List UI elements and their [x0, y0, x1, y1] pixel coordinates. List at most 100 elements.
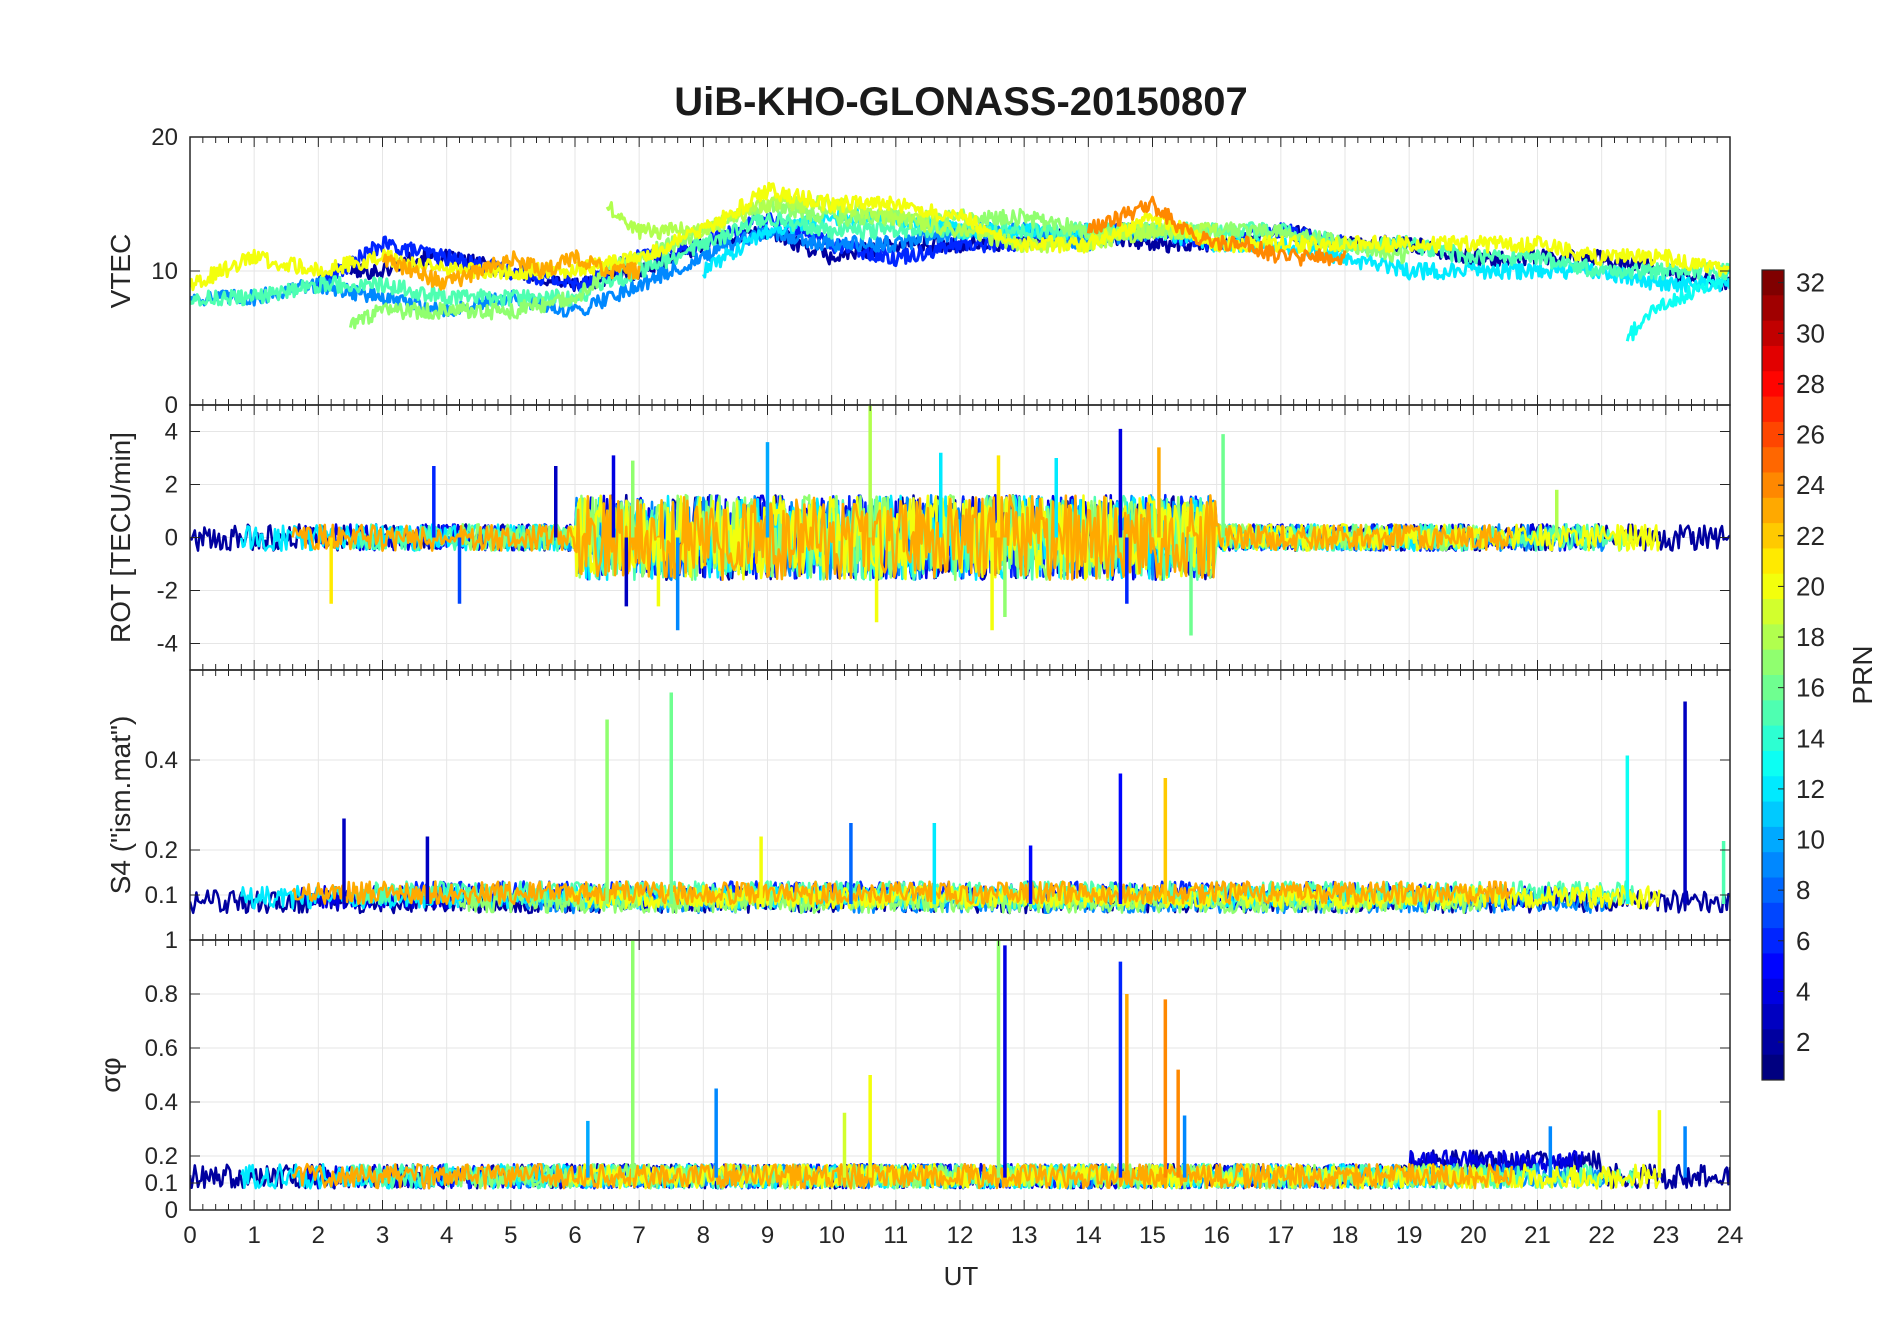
y-axis-label-s4: S4 ("ism.mat")	[105, 716, 136, 895]
x-tick-label: 4	[440, 1222, 453, 1249]
x-ticks-s4	[189, 670, 1731, 940]
colorbar-cell	[1762, 270, 1784, 296]
colorbar-tick-label: 20	[1796, 571, 1825, 601]
x-tick-label: 14	[1075, 1222, 1102, 1249]
colorbar-cell	[1762, 447, 1784, 473]
colorbar-cell	[1762, 497, 1784, 524]
colorbar-cell	[1762, 371, 1784, 398]
y-tick-label-sigma_phi: 0.8	[145, 981, 178, 1008]
x-ticks-rot	[189, 405, 1731, 670]
colorbar-cell	[1762, 1054, 1784, 1081]
x-tick-label: 17	[1267, 1222, 1294, 1249]
colorbar-cell	[1762, 852, 1784, 878]
x-tick-label: 11	[883, 1222, 908, 1249]
x-axis-label: UT	[944, 1261, 979, 1291]
chart-title: UiB-KHO-GLONASS-20150807	[674, 80, 1248, 124]
colorbar-tick-label: 24	[1796, 470, 1825, 500]
colorbar-tick-label: 12	[1796, 774, 1825, 804]
colorbar-tick-label: 30	[1796, 318, 1825, 348]
x-tick-label: 18	[1332, 1222, 1359, 1249]
colorbar-tick-label: 14	[1796, 723, 1825, 753]
colorbar-cell	[1762, 649, 1784, 676]
colorbar-cell	[1762, 801, 1784, 828]
colorbar-tick-label: 16	[1796, 673, 1825, 703]
colorbar-tick-label: 26	[1796, 420, 1825, 450]
colorbar-cell	[1762, 523, 1784, 549]
trace-s4-prn-23	[291, 880, 1513, 906]
x-tick-labels: 0 1 2 3 4 5 6 7 8 9 10 11 12 13 14 15 16 17 18 19 20 21 22 23 24	[183, 1222, 1743, 1249]
y-tick-label-vtec: 20	[151, 124, 178, 151]
panel-rot: -4 -2 0 2 4 ROT [TECU/min]	[105, 404, 1731, 671]
colorbar-tick-label: 32	[1796, 268, 1825, 298]
x-tick-label: 21	[1524, 1222, 1551, 1249]
series-prn-24	[1086, 195, 1347, 267]
trace-sigma_phi-prn-23	[291, 1162, 1514, 1190]
series-prn-23	[381, 249, 641, 291]
colorbar-tick-label: 22	[1796, 521, 1825, 551]
y-axis-label-rot: ROT [TECU/min]	[105, 432, 136, 643]
colorbar-cell	[1762, 1029, 1784, 1056]
colorbar-cell	[1762, 978, 1784, 1005]
y-tick-label-sigma_phi: 0.4	[145, 1089, 178, 1116]
y-tick-label-sigma_phi: 0.6	[145, 1035, 178, 1062]
series-group-s4	[190, 692, 1730, 915]
x-tick-label: 5	[504, 1222, 517, 1249]
colorbar-cell	[1762, 421, 1784, 448]
colorbar-tick-label: 18	[1796, 622, 1825, 652]
panel-sigma_phi: 00.10.2 0.4 0.6 0.8 1 σφ	[95, 927, 1731, 1224]
colorbar-cell	[1762, 295, 1784, 322]
colorbar-tick-label: 10	[1796, 825, 1825, 855]
y-tick-label-s4: 0.2	[145, 837, 178, 864]
y-tick-label-rot: 0	[165, 525, 178, 552]
panel-vtec: 0 10 20 VTEC	[105, 124, 1731, 419]
x-tick-label: 16	[1203, 1222, 1230, 1249]
y-axis-label-sigma_phi: σφ	[95, 1057, 126, 1092]
x-tick-label: 15	[1139, 1222, 1166, 1249]
colorbar-cell	[1762, 1004, 1784, 1030]
x-tick-label: 7	[632, 1222, 645, 1249]
x-tick-label: 10	[818, 1222, 845, 1249]
colorbar-tick-label: 4	[1796, 976, 1810, 1006]
y-tick-label-sigma_phi: 0.2	[145, 1143, 178, 1170]
y-tick-label-rot: -4	[157, 631, 178, 658]
trace-rot-prn-23	[291, 494, 1514, 581]
colorbar-cell	[1762, 396, 1784, 423]
x-tick-label: 19	[1396, 1222, 1423, 1249]
colorbar-cell	[1762, 573, 1784, 600]
panel-s4: 0.1 0.2 0.4 S4 ("ism.mat")	[105, 669, 1731, 941]
colorbar-cell	[1762, 776, 1784, 803]
colorbar-cell	[1762, 320, 1784, 347]
colorbar-cell	[1762, 826, 1784, 853]
x-tick-label: 13	[1011, 1222, 1038, 1249]
colorbar-cell	[1762, 624, 1784, 651]
series-group-vtec	[190, 181, 1730, 342]
series-group-rot	[190, 405, 1730, 636]
x-tick-label: 20	[1460, 1222, 1487, 1249]
colorbar-cell	[1762, 345, 1784, 372]
x-tick-label: 3	[376, 1222, 389, 1249]
colorbar-tick-label: 6	[1796, 926, 1810, 956]
x-tick-label: 9	[761, 1222, 774, 1249]
y-tick-label-vtec: 0	[165, 392, 178, 419]
x-tick-label: 22	[1588, 1222, 1615, 1249]
x-tick-label: 1	[247, 1222, 260, 1249]
colorbar-cell	[1762, 675, 1784, 701]
colorbar-tick-label: 2	[1796, 1027, 1810, 1057]
y-tick-label-s4: 0.1	[145, 882, 178, 909]
y-tick-label-sigma_phi: 1	[165, 927, 178, 954]
x-tick-label: 8	[697, 1222, 710, 1249]
colorbar-frame	[1761, 269, 1785, 1081]
y-tick-label-sigma_phi: 0.1	[145, 1170, 178, 1197]
y-tick-label-rot: 4	[165, 419, 178, 446]
x-ticks-sigma_phi	[189, 940, 1731, 1210]
colorbar-cell	[1762, 902, 1784, 929]
colorbar-tick-label: 28	[1796, 369, 1825, 399]
series-prn-20	[190, 181, 1730, 292]
y-tick-label-rot: -2	[157, 578, 178, 605]
colorbar-cell	[1762, 599, 1784, 625]
x-tick-label: 0	[183, 1222, 196, 1249]
colorbar-cell	[1762, 928, 1784, 954]
